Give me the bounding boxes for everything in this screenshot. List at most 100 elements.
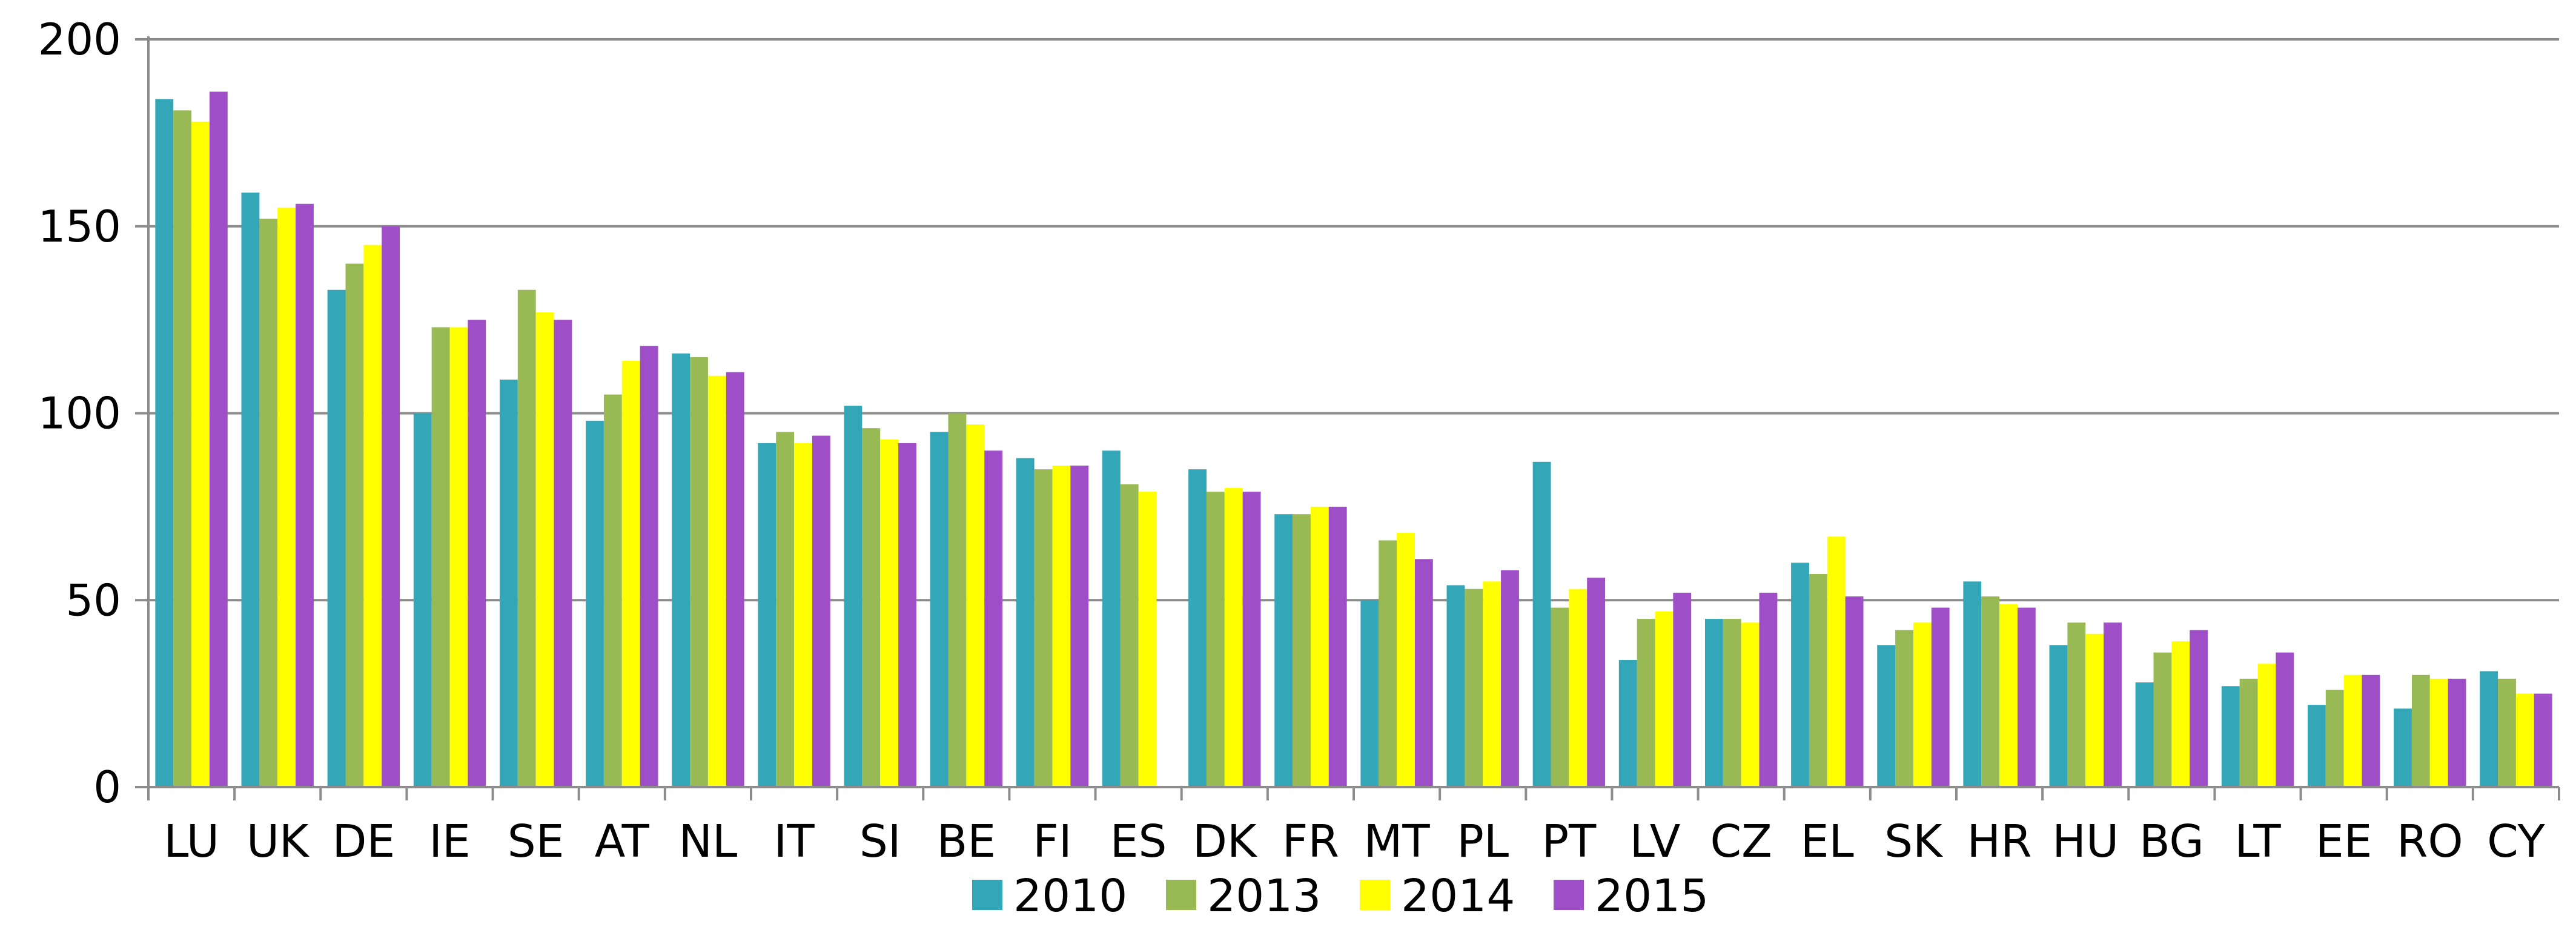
bar-cz-2010 <box>1704 619 1723 787</box>
category-label-at: AT <box>595 816 650 868</box>
category-label-hr: HR <box>1967 816 2032 868</box>
y-tick-label: 150 <box>38 201 121 252</box>
bar-at-2014 <box>621 361 640 787</box>
bar-es-2013 <box>1120 484 1139 787</box>
bar-el-2014 <box>1827 536 1846 787</box>
legend-label-2010: 2010 <box>1013 870 1127 922</box>
bar-fr-2014 <box>1310 506 1329 787</box>
bar-mt-2010 <box>1360 600 1379 787</box>
category-label-fr: FR <box>1282 816 1339 868</box>
bar-cz-2015 <box>1759 592 1778 787</box>
bar-lt-2010 <box>2221 686 2240 787</box>
category-label-es: ES <box>1110 816 1167 868</box>
y-tick-label: 0 <box>93 762 121 813</box>
bar-se-2014 <box>535 312 554 787</box>
bar-de-2014 <box>363 245 382 787</box>
bar-pl-2015 <box>1501 570 1519 787</box>
category-label-lt: LT <box>2234 816 2281 868</box>
bar-fr-2010 <box>1274 514 1293 787</box>
legend-swatch-2014 <box>1360 880 1390 910</box>
category-label-hu: HU <box>2052 816 2119 868</box>
category-label-nl: NL <box>679 816 738 868</box>
bar-at-2010 <box>586 420 604 787</box>
category-label-de: DE <box>332 816 395 868</box>
bar-el-2010 <box>1791 562 1809 787</box>
category-label-el: EL <box>1801 816 1854 868</box>
y-tick-label: 50 <box>65 575 121 625</box>
category-label-se: SE <box>508 816 565 868</box>
bar-ie-2010 <box>413 413 432 787</box>
y-tick-label: 200 <box>38 14 121 65</box>
category-label-sk: SK <box>1884 816 1944 868</box>
bar-hu-2014 <box>2085 633 2104 787</box>
bar-hu-2010 <box>2049 645 2068 787</box>
bar-pt-2014 <box>1569 589 1588 787</box>
bar-pl-2013 <box>1465 589 1483 787</box>
category-labels: LU UK DE IE SE AT NL IT SI BE FI ES DK FR MT PL PT LV CZ EL… <box>164 816 2545 868</box>
category-label-ie: IE <box>429 816 471 868</box>
bar-bg-2010 <box>2135 682 2154 787</box>
bar-cz-2013 <box>1723 619 1741 787</box>
bar-se-2013 <box>517 289 536 788</box>
bar-de-2015 <box>382 226 400 787</box>
bar-lv-2015 <box>1673 592 1692 787</box>
bar-pt-2015 <box>1587 578 1606 787</box>
bar-ie-2013 <box>431 327 450 787</box>
bar-cy-2014 <box>2515 693 2534 787</box>
bar-ro-2014 <box>2429 678 2448 787</box>
bar-pt-2013 <box>1551 607 1569 787</box>
bar-nl-2010 <box>672 353 690 787</box>
bar-sk-2014 <box>1913 622 1932 787</box>
bar-lu-2015 <box>209 91 228 788</box>
bar-ie-2014 <box>449 327 468 787</box>
bar-ro-2015 <box>2448 678 2466 787</box>
bar-it-2015 <box>812 435 830 787</box>
bar-mt-2015 <box>1414 559 1433 787</box>
bar-lu-2013 <box>173 110 192 788</box>
bar-si-2015 <box>898 443 916 787</box>
bar-si-2010 <box>844 406 863 787</box>
bar-be-2015 <box>984 450 1003 787</box>
bar-si-2013 <box>862 428 881 787</box>
bar-hu-2015 <box>2104 622 2122 787</box>
bar-pt-2010 <box>1532 461 1551 787</box>
bar-ro-2013 <box>2411 674 2430 787</box>
bar-hr-2014 <box>1999 604 2018 787</box>
bar-pl-2010 <box>1446 585 1465 787</box>
bar-ie-2015 <box>468 320 486 787</box>
bar-lu-2010 <box>155 99 174 787</box>
bar-hr-2013 <box>1981 596 2000 787</box>
bar-dk-2014 <box>1224 488 1243 787</box>
legend: 2010 2013 2014 2015 <box>972 870 1709 922</box>
bar-lu-2014 <box>191 121 210 788</box>
bar-uk-2014 <box>277 207 296 787</box>
category-label-bg: BG <box>2139 816 2204 868</box>
bar-be-2013 <box>948 413 967 787</box>
bar-sk-2015 <box>1931 607 1950 787</box>
legend-label-2015: 2015 <box>1595 870 1709 922</box>
bar-bg-2014 <box>2171 641 2190 787</box>
bar-cz-2014 <box>1741 622 1760 787</box>
bar-bg-2013 <box>2153 652 2172 787</box>
category-label-pl: PL <box>1457 816 1509 868</box>
category-label-it: IT <box>774 816 815 868</box>
bar-lt-2013 <box>2239 678 2258 787</box>
category-label-cy: CY <box>2487 816 2545 868</box>
bar-fi-2014 <box>1052 465 1071 787</box>
category-label-lv: LV <box>1630 816 1681 868</box>
bar-lv-2010 <box>1618 660 1637 787</box>
category-label-dk: DK <box>1193 816 1258 868</box>
category-label-lu: LU <box>164 816 219 868</box>
bar-it-2013 <box>776 432 795 787</box>
bar-es-2010 <box>1102 450 1121 787</box>
bar-fi-2010 <box>1016 458 1035 787</box>
bar-nl-2015 <box>726 372 744 787</box>
category-label-si: SI <box>859 816 901 868</box>
bar-cy-2015 <box>2534 693 2552 787</box>
bar-dk-2010 <box>1188 469 1207 787</box>
bar-fr-2013 <box>1293 514 1311 787</box>
bar-be-2010 <box>930 432 949 787</box>
axes <box>135 36 2560 800</box>
category-label-pt: PT <box>1541 816 1597 868</box>
